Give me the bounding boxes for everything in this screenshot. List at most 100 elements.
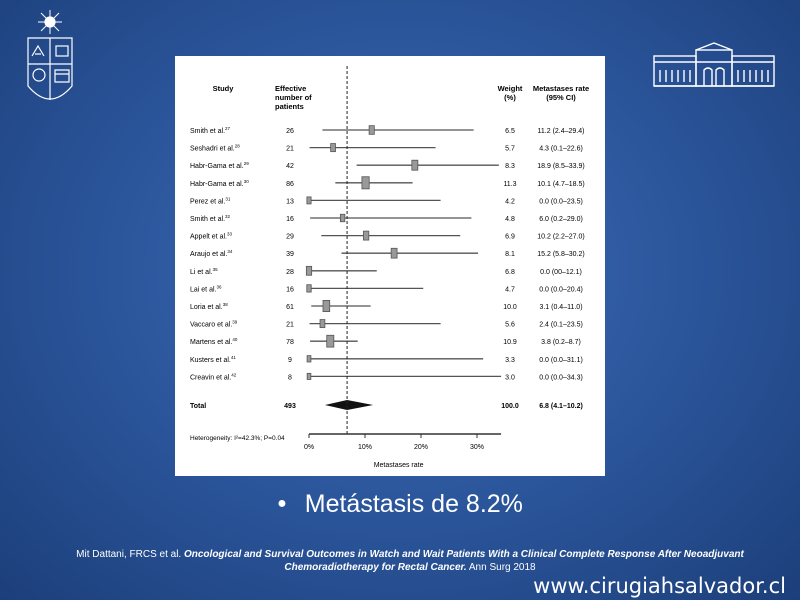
point-box <box>305 265 313 276</box>
study-ci: 10.2 (2.2–27.0) <box>537 234 584 241</box>
study-name: Habr-Gama et al. <box>190 163 244 170</box>
bullet-text: Metástasis de 8.2% <box>304 490 523 518</box>
col-header-n-1: Effective <box>275 84 306 93</box>
study-ref: 31 <box>225 196 231 201</box>
x-tick-label: 0% <box>304 444 314 451</box>
study-n: 13 <box>286 198 294 205</box>
study-ref: 42 <box>231 372 237 377</box>
x-tick-label: 20% <box>414 444 428 451</box>
heterogeneity-text: Heterogeneity: I²=42.3%; P=0.04 <box>190 435 285 442</box>
point-box <box>319 319 326 329</box>
total-ci: 6.8 (4.1–10.2) <box>539 403 583 410</box>
university-crest-icon <box>27 10 73 100</box>
point-box <box>339 213 346 223</box>
study-ref: 30 <box>244 179 250 184</box>
citation: Mit Dattani, FRCS et al. Oncological and… <box>60 548 760 574</box>
study-ci: 10.1 (4.7–18.5) <box>537 181 584 188</box>
col-header-n-3: patients <box>275 102 304 111</box>
study-n: 21 <box>286 146 294 153</box>
study-ref: 32 <box>225 214 231 219</box>
point-box <box>411 159 419 171</box>
study-label: Kusters et al.41 <box>190 355 236 364</box>
col-header-n-2: number of <box>275 93 312 102</box>
study-ref: 34 <box>227 249 233 254</box>
total-weight: 100.0 <box>501 403 519 410</box>
study-ref: 40 <box>232 337 238 342</box>
x-tick-label: 30% <box>470 444 484 451</box>
study-ref: 41 <box>231 355 237 360</box>
study-ci: 0.0 (0.0–23.5) <box>539 198 583 205</box>
study-ci: 4.3 (0.1–22.6) <box>539 146 583 153</box>
study-n: 29 <box>286 234 294 241</box>
study-n: 78 <box>286 339 294 346</box>
study-ci: 0.0 (0.0–20.4) <box>539 286 583 293</box>
study-n: 42 <box>286 163 294 170</box>
study-ci: 0.0 (0.0–34.3) <box>539 374 583 381</box>
study-weight: 4.7 <box>505 286 515 293</box>
study-weight: 11.3 <box>503 181 516 188</box>
study-n: 61 <box>286 304 294 311</box>
point-box <box>306 284 312 293</box>
study-weight: 3.3 <box>505 357 515 364</box>
study-weight: 3.0 <box>505 374 515 381</box>
study-ci: 2.4 (0.1–23.5) <box>539 322 583 329</box>
study-ci: 15.2 (5.8–30.2) <box>537 251 584 258</box>
study-ref: 29 <box>244 161 250 166</box>
study-label: Vaccaro et al.39 <box>190 320 238 329</box>
study-label: Araujo et al.34 <box>190 249 233 258</box>
study-name: Loria et al. <box>190 304 223 311</box>
total-n: 493 <box>284 403 296 410</box>
study-label: Martens et al.40 <box>190 337 238 346</box>
study-n: 39 <box>286 251 294 258</box>
study-weight: 10.0 <box>503 304 517 311</box>
study-ref: 28 <box>235 144 241 149</box>
study-name: Perez et al. <box>190 198 225 205</box>
study-weight: 6.8 <box>505 269 515 276</box>
study-n: 86 <box>286 181 294 188</box>
study-name: Creavin et al. <box>190 374 231 381</box>
point-box <box>306 355 312 363</box>
study-name: Seshadri et al. <box>190 146 235 153</box>
study-name: Appelt et al. <box>190 234 227 241</box>
col-header-rate-1: Metastases rate <box>533 84 589 93</box>
point-box <box>306 196 312 205</box>
point-box <box>326 334 335 348</box>
col-header-weight-2: (%) <box>504 93 516 102</box>
bullet-icon: ● <box>277 495 287 512</box>
study-name: Vaccaro et al. <box>190 322 232 329</box>
study-weight: 6.5 <box>505 128 515 135</box>
study-ref: 38 <box>223 302 229 307</box>
study-name: Araujo et al. <box>190 251 227 258</box>
study-n: 8 <box>288 374 292 381</box>
forest-plot: Study Effective number of patients Weigh… <box>190 66 589 469</box>
forest-plot-panel: Study Effective number of patients Weigh… <box>175 56 605 476</box>
study-n: 28 <box>286 269 294 276</box>
col-header-weight-1: Weight <box>498 84 523 93</box>
point-box <box>322 299 331 312</box>
study-ref: 39 <box>232 320 238 325</box>
study-weight: 6.9 <box>505 234 515 241</box>
study-label: Perez et al.31 <box>190 196 231 205</box>
study-weight: 4.8 <box>505 216 515 223</box>
total-label: Total <box>190 403 206 410</box>
study-ci: 11.2 (2.4–29.4) <box>538 128 585 135</box>
citation-authors: Mit Dattani, FRCS et al. <box>76 549 182 560</box>
study-n: 26 <box>286 128 294 135</box>
study-weight: 5.7 <box>505 146 515 153</box>
col-header-rate-2: (95% CI) <box>546 93 576 102</box>
main-bullet: ● Metástasis de 8.2% <box>0 490 800 519</box>
study-label: Creavin et al.42 <box>190 372 237 381</box>
study-weight: 8.1 <box>505 251 515 258</box>
citation-title: Oncological and Survival Outcomes in Wat… <box>183 549 744 573</box>
study-label: Smith et al.27 <box>190 126 231 135</box>
study-label: Smith et al.32 <box>190 214 231 223</box>
point-box <box>330 143 336 153</box>
study-label: Habr-Gama et al.30 <box>190 179 249 188</box>
study-name: Habr-Gama et al. <box>190 181 244 188</box>
hospital-building-icon <box>653 42 775 87</box>
point-box <box>361 176 370 190</box>
point-box <box>363 230 370 241</box>
study-weight: 5.6 <box>505 322 515 329</box>
col-header-study: Study <box>213 84 235 93</box>
x-tick-label: 10% <box>358 444 372 451</box>
